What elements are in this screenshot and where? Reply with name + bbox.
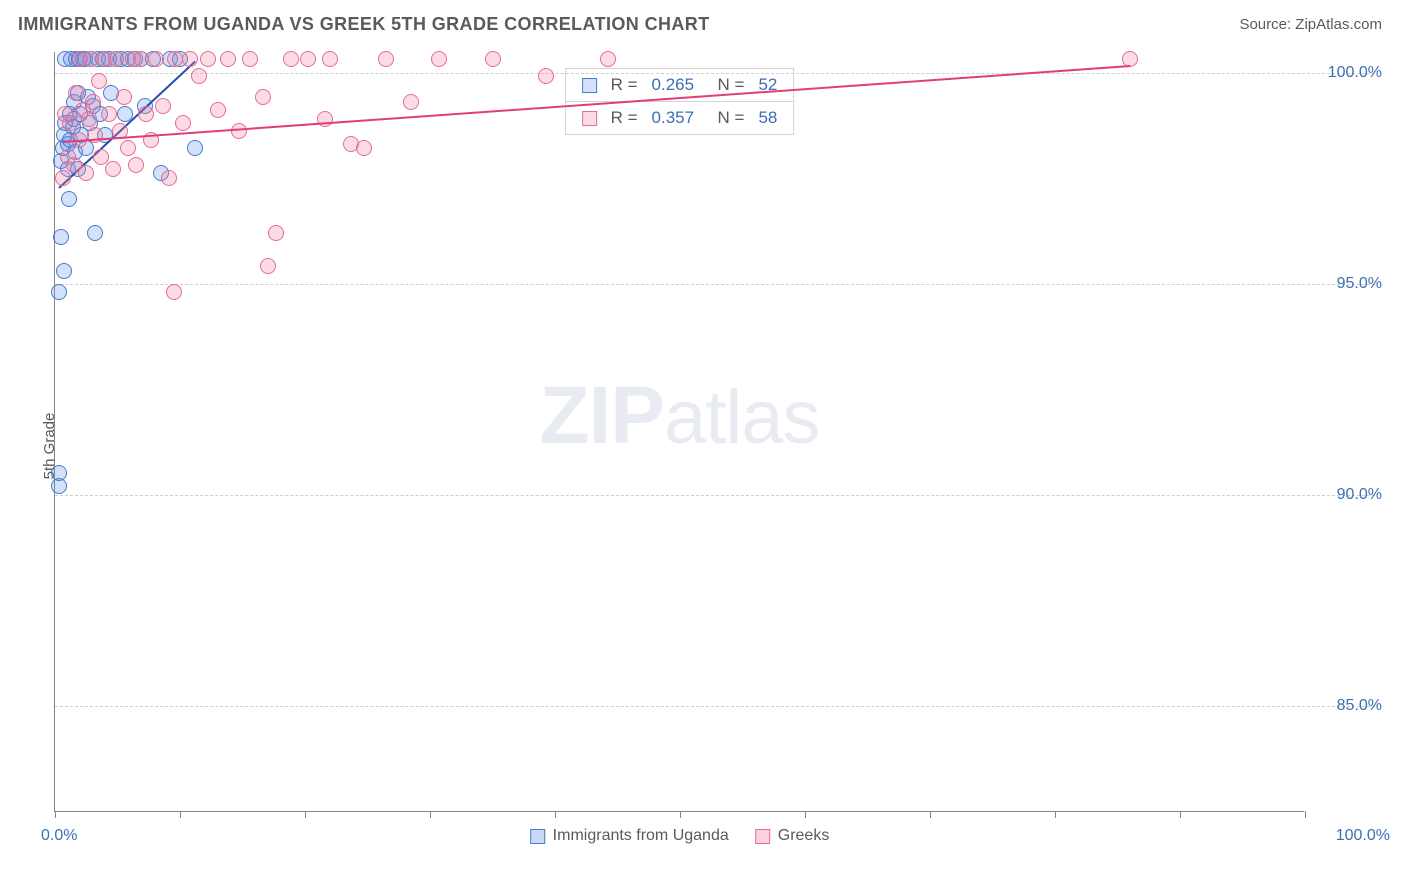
data-point [283, 51, 299, 67]
data-point [378, 51, 394, 67]
x-min-label: 0.0% [41, 827, 77, 845]
legend-label-1: Immigrants from Uganda [553, 827, 729, 845]
data-point [56, 263, 72, 279]
data-point [220, 51, 236, 67]
data-point [68, 85, 84, 101]
data-point [403, 94, 419, 110]
data-point [175, 115, 191, 131]
x-tick [55, 811, 56, 818]
data-point [255, 89, 271, 105]
data-point [61, 191, 77, 207]
gridline [55, 284, 1375, 285]
x-tick [180, 811, 181, 818]
data-point [356, 140, 372, 156]
chart-container: 5th Grade ZIPatlas R = 0.265 N = 52 R = … [18, 46, 1388, 846]
x-tick [1305, 811, 1306, 818]
stats-r-label: R = [611, 75, 638, 95]
stats-r-value-1: 0.265 [652, 75, 695, 95]
y-tick-label: 85.0% [1337, 697, 1382, 715]
chart-header: IMMIGRANTS FROM UGANDA VS GREEK 5TH GRAD… [0, 0, 1406, 45]
legend-bottom: Immigrants from Uganda Greeks [530, 827, 830, 845]
data-point [161, 170, 177, 186]
data-point [116, 89, 132, 105]
data-point [182, 51, 198, 67]
data-point [51, 284, 67, 300]
watermark: ZIPatlas [539, 369, 819, 463]
stats-n-label: N = [708, 108, 744, 128]
data-point [231, 123, 247, 139]
data-point [187, 140, 203, 156]
data-point [81, 111, 97, 127]
data-point [78, 165, 94, 181]
data-point [155, 98, 171, 114]
legend-swatch-1 [530, 829, 545, 844]
data-point [62, 115, 78, 131]
data-point [53, 229, 69, 245]
data-point [120, 140, 136, 156]
stats-row-2: R = 0.357 N = 58 [566, 102, 794, 134]
data-point [538, 68, 554, 84]
data-point [600, 51, 616, 67]
x-tick [1180, 811, 1181, 818]
stats-legend: R = 0.265 N = 52 R = 0.357 N = 58 [565, 68, 795, 135]
data-point [166, 284, 182, 300]
x-tick [430, 811, 431, 818]
data-point [55, 170, 71, 186]
data-point [108, 51, 124, 67]
data-point [105, 161, 121, 177]
legend-label-2: Greeks [778, 827, 830, 845]
data-point [85, 94, 101, 110]
x-tick [805, 811, 806, 818]
data-point [260, 258, 276, 274]
data-point [138, 106, 154, 122]
gridline [55, 706, 1375, 707]
stats-swatch-2 [582, 111, 597, 126]
data-point [191, 68, 207, 84]
stats-n-value-2: 58 [758, 108, 777, 128]
watermark-bold: ZIP [539, 370, 664, 461]
data-point [242, 51, 258, 67]
data-point [148, 51, 164, 67]
x-tick [555, 811, 556, 818]
data-point [485, 51, 501, 67]
plot-area: ZIPatlas R = 0.265 N = 52 R = 0.357 N = … [54, 52, 1304, 812]
data-point [133, 51, 149, 67]
gridline [55, 495, 1375, 496]
data-point [87, 225, 103, 241]
data-point [51, 465, 67, 481]
data-point [431, 51, 447, 67]
data-point [200, 51, 216, 67]
stats-r-label: R = [611, 108, 638, 128]
data-point [91, 73, 107, 89]
x-max-label: 100.0% [1336, 827, 1390, 845]
x-tick [305, 811, 306, 818]
watermark-light: atlas [664, 375, 820, 460]
data-point [322, 51, 338, 67]
data-point [101, 106, 117, 122]
legend-swatch-2 [755, 829, 770, 844]
legend-item-1: Immigrants from Uganda [530, 827, 729, 845]
data-point [210, 102, 226, 118]
x-tick [680, 811, 681, 818]
y-tick-label: 95.0% [1337, 275, 1382, 293]
data-point [167, 51, 183, 67]
legend-item-2: Greeks [755, 827, 830, 845]
x-tick [1055, 811, 1056, 818]
chart-source: Source: ZipAtlas.com [1239, 16, 1382, 33]
data-point [128, 157, 144, 173]
chart-title: IMMIGRANTS FROM UGANDA VS GREEK 5TH GRAD… [18, 14, 710, 35]
stats-r-value-2: 0.357 [652, 108, 695, 128]
stats-swatch-1 [582, 78, 597, 93]
y-tick-label: 90.0% [1337, 486, 1382, 504]
x-tick [930, 811, 931, 818]
data-point [300, 51, 316, 67]
gridline [55, 73, 1375, 74]
data-point [268, 225, 284, 241]
y-tick-label: 100.0% [1328, 64, 1382, 82]
